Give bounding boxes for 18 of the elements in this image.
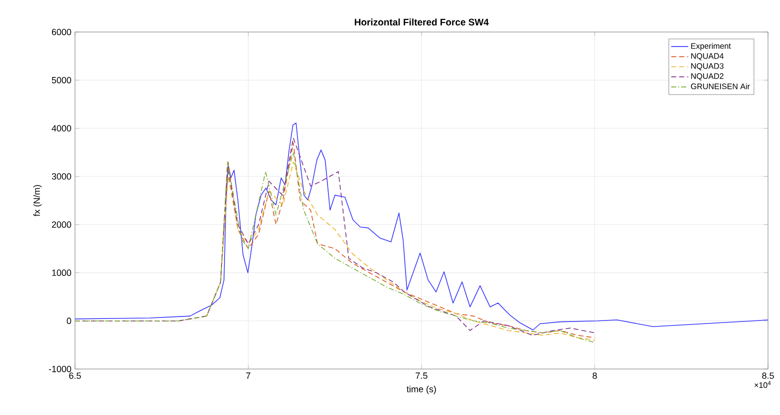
chart-title: Horizontal Filtered Force SW4 <box>354 18 489 26</box>
y-tick-label: 4000 <box>52 125 72 132</box>
line-series <box>206 162 596 341</box>
y-tick-label: 0 <box>66 318 72 324</box>
y-tick-label: 6000 <box>52 28 72 36</box>
y-tick-label: 5000 <box>52 76 72 84</box>
y-tick-label: 3000 <box>52 173 72 180</box>
line-series <box>75 122 768 330</box>
x-tick-label: 8 <box>592 372 597 379</box>
x-axis-title: time (s) <box>406 386 436 394</box>
x-tick-label: 6.5 <box>69 372 81 379</box>
x-tick-label: 8.5 <box>762 372 774 379</box>
y-tick-label: -1000 <box>48 366 72 372</box>
y-tick-label: 2000 <box>52 221 72 228</box>
y-axis-title: fx (N/m) <box>33 185 42 216</box>
y-tick-label: 1000 <box>52 270 72 276</box>
x-tick-label: 7.5 <box>416 372 428 379</box>
x-tick-label: 7 <box>246 372 250 379</box>
